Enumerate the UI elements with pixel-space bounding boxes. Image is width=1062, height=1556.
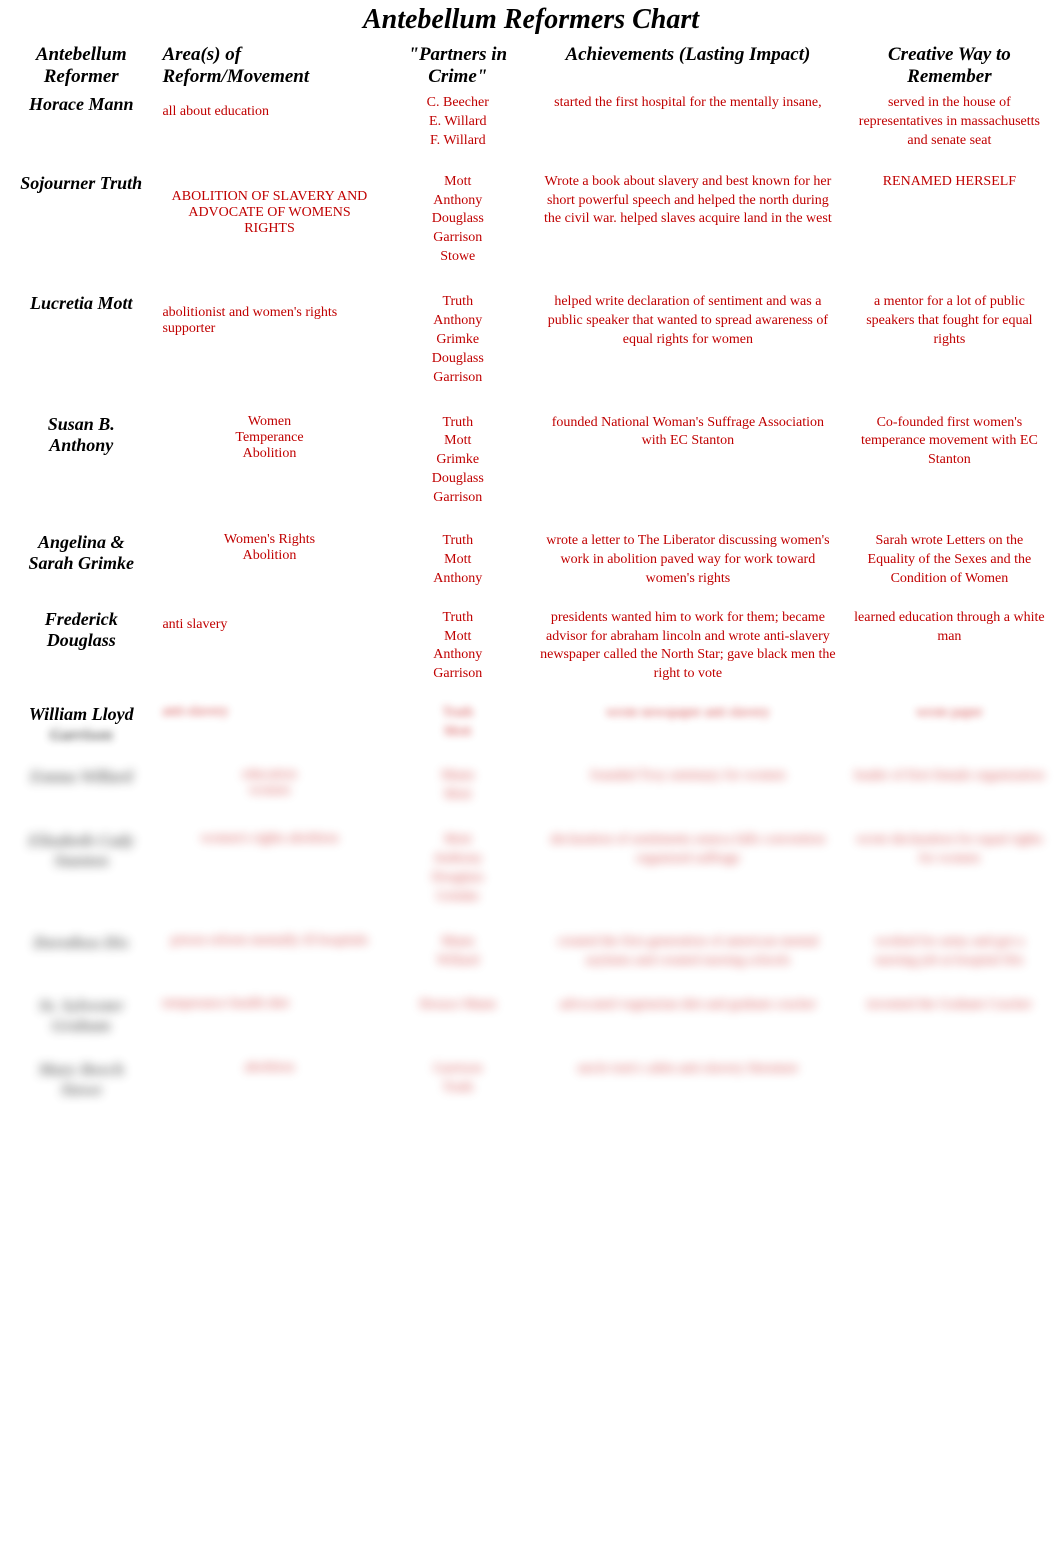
area-cell: ABOLITION OF SLAVERY AND ADVOCATE OF WOM… [154,165,384,285]
creative-cell: RENAMED HERSELF [845,165,1054,285]
blurred-cell [845,1054,1054,1114]
reformers-table: Antebellum Reformer Area(s) of Reform/Mo… [8,42,1054,1114]
achievements-cell: founded National Woman's Suffrage Associ… [531,406,845,526]
blurred-cell: founded Troy seminary for women [531,759,845,823]
blurred-cell: TruthMott [385,698,531,759]
blurred-cell: St. Sylvester Graham [8,988,154,1054]
blurred-cell: wrote paper [845,698,1054,759]
creative-cell: served in the house of representatives i… [845,88,1054,165]
blurred-cell: invented the Graham Cracker [845,988,1054,1054]
reformer-name: Frederick Douglass [8,603,154,699]
blurred-cell: anti-slavery [154,698,384,759]
table-row: Sojourner Truth ABOLITION OF SLAVERY AND… [8,165,1054,285]
area-cell: all about education [154,88,384,165]
reformer-name: Susan B. Anthony [8,406,154,526]
achievements-cell: started the first hospital for the menta… [531,88,845,165]
header-area: Area(s) of Reform/Movement [154,42,384,88]
partners-cell: TruthAnthonyGrimkeDouglassGarrison [385,285,531,405]
blurred-cell: prison reform mentally ill hospitals [154,925,384,989]
table-row: William Lloyd Garrison anti-slavery Trut… [8,698,1054,759]
reformer-name: Lucretia Mott [8,285,154,405]
creative-cell: Sarah wrote Letters on the Equality of t… [845,526,1054,603]
header-partners: "Partners in Crime" [385,42,531,88]
reformer-name: William Lloyd Garrison [8,698,154,759]
blurred-cell: worked for army and got a nursing job at… [845,925,1054,989]
page-title: Antebellum Reformers Chart [8,4,1054,36]
reformer-name: Sojourner Truth [8,165,154,285]
blurred-row: Mary Beech Stowe abolition GarrisonTruth… [8,1054,1054,1114]
area-cell: Women's RightsAbolition [154,526,384,603]
table-row: Susan B. Anthony WomenTemperanceAbolitio… [8,406,1054,526]
blurred-cell: declaration of sentiments seneca falls c… [531,823,845,925]
blurred-cell: Emma Willard [8,759,154,823]
area-cell: abolitionist and women's rights supporte… [154,285,384,405]
blurred-cell: MottAnthonyDouglassGrimke [385,823,531,925]
achievements-cell: wrote a letter to The Liberator discussi… [531,526,845,603]
blurred-cell: uncle tom's cabin anti-slavery literatur… [531,1054,845,1114]
header-reformer: Antebellum Reformer [8,42,154,88]
table-row: Lucretia Mott abolitionist and women's r… [8,285,1054,405]
blurred-cell: created the first generation of american… [531,925,845,989]
blurred-row: Emma Willard educationwomen MannMott fou… [8,759,1054,823]
table-row: Horace Mann all about education C. Beech… [8,88,1054,165]
blurred-cell: temperance health diet [154,988,384,1054]
creative-cell: Co-founded first women's temperance move… [845,406,1054,526]
blurred-row: Elizabeth Cady Stanton women's rights ab… [8,823,1054,925]
table-row: Angelina & Sarah Grimke Women's RightsAb… [8,526,1054,603]
creative-cell: a mentor for a lot of public speakers th… [845,285,1054,405]
reformer-name-visible: William Lloyd [29,704,134,724]
area-cell: anti slavery [154,603,384,699]
blurred-cell: wrote newspaper anti slavery [531,698,845,759]
blurred-row: Dorothea Dix prison reform mentally ill … [8,925,1054,989]
blurred-cell: abolition [154,1054,384,1114]
blurred-cell: GarrisonTruth [385,1054,531,1114]
header-creative: Creative Way to Remember [845,42,1054,88]
blurred-cell: leader of first female organization [845,759,1054,823]
blurred-cell: Mary Beech Stowe [8,1054,154,1114]
blurred-cell: MannMott [385,759,531,823]
blurred-cell: women's rights abolition [154,823,384,925]
reformer-name: Horace Mann [8,88,154,165]
table-header-row: Antebellum Reformer Area(s) of Reform/Mo… [8,42,1054,88]
partners-cell: TruthMottAnthonyGarrison [385,603,531,699]
partners-cell: TruthMottGrimkeDouglassGarrison [385,406,531,526]
blurred-row: St. Sylvester Graham temperance health d… [8,988,1054,1054]
blurred-text: Garrison [16,725,146,745]
partners-cell: TruthMottAnthony [385,526,531,603]
table-row: Frederick Douglass anti slavery TruthMot… [8,603,1054,699]
achievements-cell: presidents wanted him to work for them; … [531,603,845,699]
blurred-cell: Dorothea Dix [8,925,154,989]
partners-cell: MottAnthonyDouglassGarrisonStowe [385,165,531,285]
blurred-cell: Horace Mann [385,988,531,1054]
area-cell: WomenTemperanceAbolition [154,406,384,526]
blurred-cell: wrote declaration for equal rights for w… [845,823,1054,925]
partners-cell: C. BeecherE. WillardF. Willard [385,88,531,165]
creative-cell: learned education through a white man [845,603,1054,699]
header-achievements: Achievements (Lasting Impact) [531,42,845,88]
blurred-cell: advocated vegetarian diet and graham cra… [531,988,845,1054]
reformer-name: Angelina & Sarah Grimke [8,526,154,603]
blurred-cell: MannWillard [385,925,531,989]
achievements-cell: Wrote a book about slavery and best know… [531,165,845,285]
achievements-cell: helped write declaration of sentiment an… [531,285,845,405]
blurred-cell: Elizabeth Cady Stanton [8,823,154,925]
blurred-cell: educationwomen [154,759,384,823]
